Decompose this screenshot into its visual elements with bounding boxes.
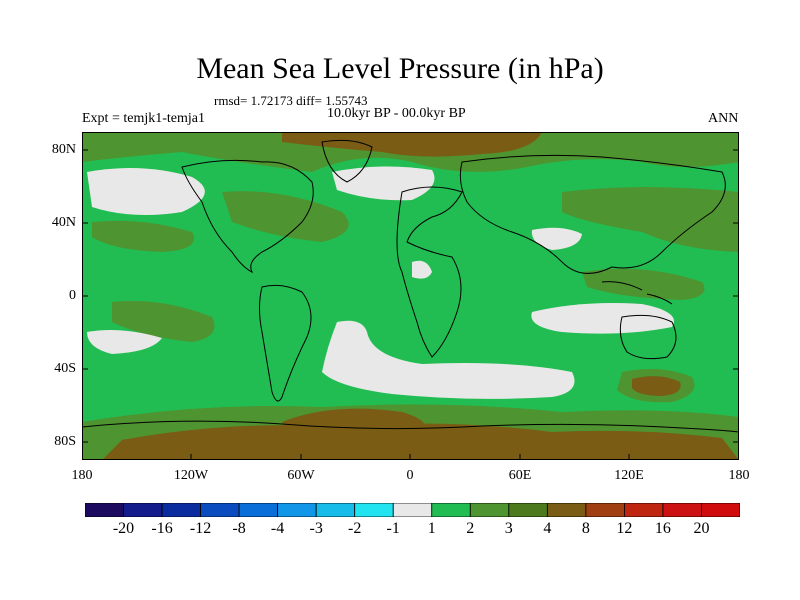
- colorbar-swatch: [585, 503, 625, 517]
- colorbar-label: -20: [112, 520, 135, 537]
- colorbar-label: 20: [693, 520, 710, 537]
- colorbar-label: 1: [427, 520, 436, 537]
- lat-label-40n: 40N: [51, 215, 76, 230]
- colorbar-swatch: [85, 503, 124, 517]
- lat-label-80s: 80S: [54, 434, 76, 449]
- time-period-label: 10.0kyr BP - 00.0kyr BP: [327, 106, 466, 121]
- lat-label-40s: 40S: [54, 361, 76, 376]
- lat-label-0: 0: [69, 288, 76, 303]
- colorbar-label: 8: [581, 520, 590, 537]
- northern-high-pressure-areas: [82, 132, 739, 342]
- plot-title: Mean Sea Level Pressure (in hPa): [196, 52, 604, 85]
- colorbar-swatch: [315, 503, 356, 517]
- colorbar-swatch: [123, 503, 163, 517]
- europe-africa-outline: [396, 186, 463, 358]
- colorbar-swatch: [200, 503, 240, 517]
- experiment-label: Expt = temjk1-temja1: [82, 111, 205, 126]
- australia-outline: [619, 314, 677, 360]
- antarctica-outline: [82, 420, 739, 433]
- colorbar-label: -4: [270, 520, 285, 537]
- lat-label-80n: 80N: [51, 142, 76, 157]
- colorbar-swatch: [508, 503, 548, 517]
- colorbar-label: -1: [386, 520, 400, 537]
- lon-label-120e: 120E: [614, 468, 644, 483]
- axis-ticks: [82, 149, 739, 460]
- colorbar-swatch: [546, 503, 587, 517]
- colorbar-label: 12: [616, 520, 633, 537]
- colorbar-label: -2: [348, 520, 362, 537]
- south-america-outline: [259, 284, 312, 402]
- colorbar-label: 4: [543, 520, 552, 537]
- indonesia-outline: [601, 281, 673, 305]
- colorbar-swatch: [238, 503, 279, 517]
- north-america-outline: [181, 159, 314, 274]
- lon-label-180-left: 180: [71, 468, 93, 483]
- southern-ocean-band: [82, 368, 739, 460]
- colorbar-swatch: [161, 503, 201, 517]
- colorbar-label: 2: [466, 520, 475, 537]
- colorbar-label: -3: [309, 520, 323, 537]
- colorbar-swatch: [624, 503, 664, 517]
- colorbar-swatch: [277, 503, 317, 517]
- colorbar-swatch: [392, 503, 433, 517]
- lon-label-120w: 120W: [173, 468, 209, 483]
- colorbar-label: 3: [504, 520, 513, 537]
- map-panel: [82, 132, 739, 460]
- colorbar-swatch: [469, 503, 510, 517]
- season-label: ANN: [708, 111, 739, 126]
- neutral-anomaly-regions: [87, 166, 674, 399]
- colorbar-swatch: [354, 503, 394, 517]
- colorbar-label: -16: [151, 520, 173, 537]
- colorbar-label: -12: [189, 520, 212, 537]
- colorbar-swatch: [662, 503, 702, 517]
- colorbar-label: 16: [654, 520, 671, 537]
- coastlines: [82, 139, 739, 433]
- lon-label-180-right: 180: [728, 468, 750, 483]
- asia-outline: [459, 154, 726, 274]
- colorbar: [85, 503, 740, 517]
- lon-label-60w: 60W: [287, 468, 315, 483]
- lon-label-0: 0: [406, 468, 414, 483]
- lon-label-60e: 60E: [508, 468, 532, 483]
- rmsd-diff-stats: rmsd= 1.72173 diff= 1.55743: [214, 93, 368, 108]
- colorbar-swatch: [701, 503, 740, 517]
- colorbar-swatch: [431, 503, 471, 517]
- colorbar-label: -8: [232, 520, 246, 537]
- greenland-outline: [321, 139, 373, 183]
